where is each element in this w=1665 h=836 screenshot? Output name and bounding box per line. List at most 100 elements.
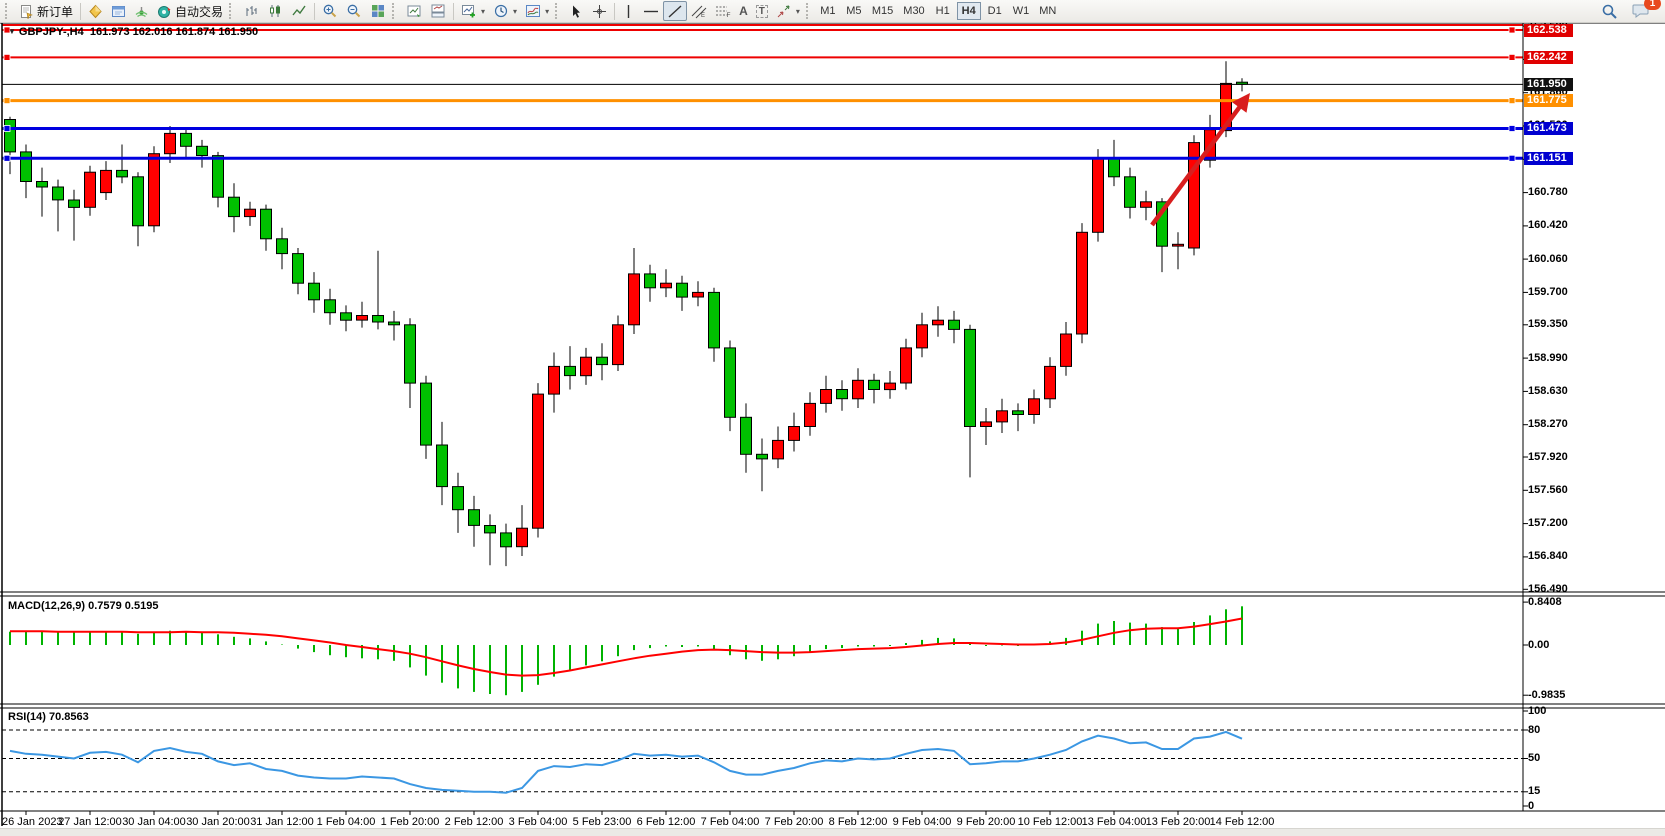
toolbar-drag-handle[interactable] [5, 3, 11, 19]
autotrading-button[interactable]: 自动交易 [153, 1, 227, 21]
line-anchor-marker [1508, 54, 1516, 61]
toolbar: 新订单 自动交易 [0, 0, 1665, 23]
horizontal-line-button[interactable] [639, 1, 663, 21]
shapes-button[interactable]: ▾ [772, 1, 804, 21]
line-anchor-marker [3, 97, 11, 104]
tile-windows-button[interactable] [366, 1, 390, 21]
price-scale-label: 159.350 [1528, 318, 1568, 331]
price-scale[interactable]: 162.580162.220161.860161.500161.140160.7… [1524, 20, 1665, 819]
toolbar-separator [614, 2, 616, 20]
price-badge-161.775: 161.775 [1524, 94, 1573, 108]
time-scale-label: 31 Jan 12:00 [250, 816, 314, 828]
price-scale-label: 156.490 [1528, 582, 1568, 595]
horizontal-line-icon [643, 4, 659, 19]
rsi-line [9, 730, 1243, 794]
bar-chart-icon [243, 3, 259, 19]
tab-timeframe-M30[interactable]: M30 [899, 2, 928, 20]
market-watch-icon [88, 4, 103, 19]
candlestick-chart-button[interactable] [263, 1, 287, 21]
svg-text:F: F [727, 12, 731, 19]
zoom-out-icon [346, 3, 362, 19]
price-badge-161.473: 161.473 [1524, 121, 1573, 135]
price-scale-label: 160.420 [1528, 219, 1568, 232]
price-scale-label: 157.560 [1528, 483, 1568, 496]
data-window-button[interactable] [107, 1, 130, 21]
chart-collapse-icon[interactable]: ▼ [8, 27, 16, 36]
price-scale-label: 100 [1528, 704, 1547, 717]
tab-timeframe-M15[interactable]: M15 [868, 2, 897, 20]
tab-timeframe-H1[interactable]: H1 [931, 2, 955, 20]
tab-timeframe-M5[interactable]: M5 [842, 2, 866, 20]
vertical-line-button[interactable] [618, 1, 639, 21]
tab-timeframe-MN[interactable]: MN [1035, 2, 1060, 20]
line-anchor-marker [3, 26, 11, 34]
tab-timeframe-D1[interactable]: D1 [983, 2, 1007, 20]
line-anchor-marker [1508, 125, 1516, 132]
templates-button[interactable]: ▾ [521, 1, 553, 21]
line-chart-button[interactable] [287, 1, 311, 21]
tab-timeframe-H4[interactable]: H4 [956, 2, 981, 20]
time-scale-label: 7 Feb 04:00 [700, 816, 760, 828]
macd-signal-line [10, 617, 1243, 677]
toolbar-drag-handle[interactable] [555, 3, 561, 19]
indicator-subwindow-icon [430, 3, 446, 19]
add-indicator-button[interactable]: ▾ [457, 1, 489, 21]
rsi-name: RSI(14) [8, 711, 46, 723]
bar-chart-button[interactable] [239, 1, 263, 21]
label-button[interactable]: T [752, 1, 772, 21]
channel-button[interactable]: E [687, 1, 711, 21]
tab-timeframe-M1[interactable]: M1 [816, 2, 840, 20]
time-scale-label: 3 Feb 04:00 [508, 816, 568, 828]
navigator-icon [134, 4, 149, 19]
search-button[interactable] [1597, 1, 1622, 21]
add-indicator-icon [461, 3, 477, 19]
toolbar-drag-handle[interactable] [805, 3, 812, 19]
time-scale-label: 1 Feb 20:00 [380, 816, 440, 828]
trendline-button[interactable] [663, 1, 688, 21]
autotrading-label: 自动交易 [175, 4, 224, 19]
indicator-subwindow-button[interactable] [426, 1, 450, 21]
trend-arrow-annotation[interactable] [1150, 93, 1250, 227]
chart-title: ▼ GBPJPY-,H4 161.973 162.016 161.874 161.… [8, 26, 258, 38]
time-scale-label: 5 Feb 23:00 [572, 816, 632, 828]
time-scale-label: 10 Feb 12:00 [1017, 816, 1083, 828]
price-scale-label: -0.9835 [1528, 688, 1566, 701]
new-order-button[interactable]: 新订单 [15, 1, 77, 21]
periods-button[interactable]: ▾ [489, 1, 521, 21]
time-scale[interactable]: 26 Jan 2023 27 Jan 12:00 30 Jan 04:00 30 Ja… [0, 814, 1665, 828]
crosshair-button[interactable] [588, 1, 611, 21]
toolbar-drag-handle[interactable] [392, 3, 398, 19]
zoom-out-button[interactable] [342, 1, 366, 21]
price-level-lines[interactable] [2, 24, 1523, 162]
time-scale-label: 6 Feb 12:00 [636, 816, 696, 828]
toolbar-separator [453, 2, 455, 20]
navigator-button[interactable] [130, 1, 153, 21]
time-scale-label: 13 Feb 04:00 [1081, 816, 1147, 828]
market-watch-button[interactable] [84, 1, 107, 21]
cursor-button[interactable] [565, 1, 588, 21]
vertical-line-icon [622, 4, 635, 19]
tab-timeframe-W1[interactable]: W1 [1009, 2, 1034, 20]
time-scale-label: 2 Feb 12:00 [444, 816, 504, 828]
price-scale-label: 159.700 [1528, 285, 1568, 298]
macd-indicator-label: MACD(12,26,9) 0.7579 0.5195 [8, 600, 158, 612]
zoom-in-button[interactable] [318, 1, 342, 21]
toolbar-drag-handle[interactable] [229, 3, 235, 19]
line-anchor-marker [3, 54, 11, 61]
new-order-icon [19, 4, 34, 19]
trendline-icon [667, 4, 683, 19]
text-button[interactable]: A [735, 1, 752, 21]
rsi-value: 70.8563 [48, 711, 89, 723]
chevron-down-icon: ▾ [545, 6, 550, 16]
indicator-window-button[interactable] [402, 1, 426, 21]
channel-icon: E [691, 4, 707, 19]
price-scale-label: 0.00 [1528, 638, 1550, 651]
toolbar-separator [80, 2, 82, 20]
fibonacci-button[interactable]: F [711, 1, 735, 21]
time-scale-label: 13 Feb 20:00 [1145, 816, 1211, 828]
data-window-icon [111, 4, 126, 19]
notification-badge[interactable]: 1 [1644, 0, 1661, 10]
svg-text:E: E [701, 13, 705, 19]
window-bottom-strip [0, 828, 1665, 836]
